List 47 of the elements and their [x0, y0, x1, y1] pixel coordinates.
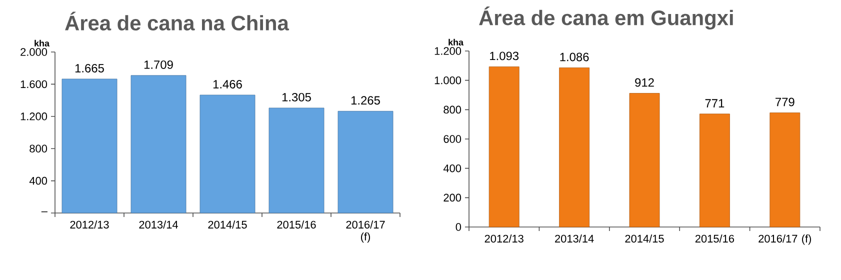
- chart-title: Área de cana na China: [65, 12, 290, 30]
- y-tick-label: 0: [456, 223, 462, 231]
- data-label: 1.086: [560, 52, 589, 62]
- y-tick-label: 800: [444, 106, 462, 114]
- bar: [62, 78, 118, 214]
- x-tick-label: 2015/16: [695, 234, 734, 243]
- data-label: 779: [776, 98, 794, 106]
- bar: [770, 112, 800, 228]
- x-tick-label: 2013/14: [555, 234, 594, 243]
- y-tick-label: 800: [30, 144, 48, 152]
- data-label: 912: [635, 78, 654, 87]
- y-tick-label: 1.600: [20, 80, 48, 88]
- x-tick-label: 2016/17 (f): [758, 234, 812, 245]
- x-tick-label: 2015/16: [277, 220, 316, 229]
- x-tick-label: 2013/14: [139, 220, 178, 229]
- x-tick-label: 2014/15: [208, 220, 247, 229]
- x-tick-label: 2012/13: [484, 234, 524, 243]
- data-label: 1.305: [282, 92, 311, 102]
- y-tick-label: 600: [444, 135, 462, 143]
- data-label: 771: [705, 99, 724, 108]
- y-tick-label: –: [41, 211, 48, 212]
- x-tick-label: 2014/15: [625, 234, 664, 243]
- y-tick-label: 1.000: [434, 76, 462, 84]
- y-tick-label: 2.000: [20, 48, 48, 56]
- bar: [200, 94, 256, 214]
- data-label: 1.665: [75, 64, 104, 72]
- data-label: 1.093: [490, 52, 519, 60]
- bar: [629, 93, 660, 228]
- data-label: 1.709: [144, 60, 173, 69]
- y-tick-label: 200: [444, 194, 462, 202]
- y-tick-label: 400: [29, 176, 48, 185]
- y-tick-label: 400: [443, 164, 462, 172]
- bar: [268, 108, 324, 214]
- bar: [700, 114, 730, 228]
- bar: [559, 68, 590, 228]
- chart-title: Área de cana em Guangxi: [479, 6, 733, 30]
- y-tick-label: 1.200: [20, 112, 48, 120]
- y-tick-label: 1.200: [434, 47, 462, 55]
- x-tick-label: 2016/17 (f): [346, 220, 385, 243]
- bar: [130, 75, 186, 214]
- y-axis-title: kha: [448, 38, 464, 46]
- bar: [338, 110, 394, 214]
- bar: [488, 66, 520, 228]
- data-label: 1.466: [213, 80, 242, 88]
- data-label: 1.265: [351, 96, 380, 105]
- y-axis-title: kha: [34, 40, 50, 46]
- x-tick-label: 2012/13: [70, 220, 109, 229]
